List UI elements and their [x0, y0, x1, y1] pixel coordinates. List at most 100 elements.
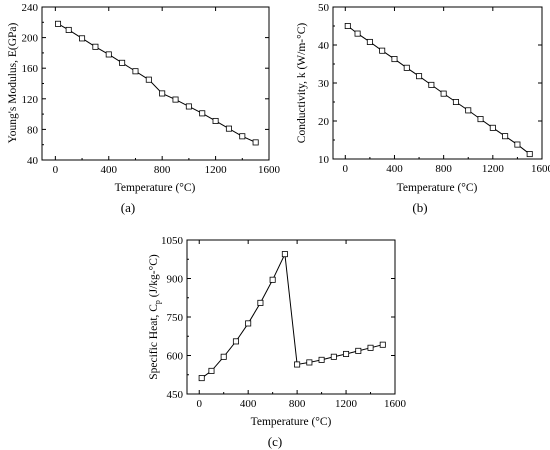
series-line	[201, 252, 383, 379]
panel-label: (b)	[412, 200, 427, 215]
series-line	[347, 25, 531, 155]
plot-frame	[332, 6, 543, 160]
data-point	[428, 81, 435, 88]
plot-frame	[186, 239, 396, 395]
x-tick-label: 1600	[531, 163, 550, 175]
y-tick-label: 1050	[161, 235, 184, 247]
data-point	[391, 56, 398, 63]
chart-panel-b: 0 400 800 1200 1600 10 20 30 40 50 Temperature (°…	[296, 2, 550, 215]
series	[198, 251, 386, 382]
data-point	[225, 125, 232, 132]
x-tick-label: 0	[343, 163, 349, 175]
data-point	[199, 110, 206, 117]
data-point	[452, 99, 459, 106]
data-point	[92, 43, 99, 50]
data-point	[245, 320, 252, 327]
panel-label: (c)	[268, 434, 282, 449]
data-point	[526, 151, 533, 158]
y-axis-label: Specific Heat, Cp (J/kg-°C)	[148, 254, 162, 380]
x-axis-label: Temperature (°C)	[115, 182, 196, 194]
data-point	[489, 124, 496, 131]
x-axis-label: Temperature (°C)	[251, 416, 332, 428]
data-point	[366, 38, 373, 45]
y-tick-label: 30	[318, 78, 330, 90]
data-point	[208, 367, 215, 374]
y-tick-label: 50	[318, 2, 330, 14]
data-point	[343, 350, 350, 357]
data-point	[79, 35, 86, 42]
data-point	[119, 59, 126, 66]
data-point	[185, 103, 192, 110]
x-tick-label: 1200	[205, 164, 228, 176]
data-point	[477, 116, 484, 123]
data-point	[239, 133, 246, 140]
data-point	[232, 338, 239, 345]
y-tick-label: 900	[167, 274, 184, 286]
x-tick-label: 800	[435, 163, 452, 175]
x-tick-label: 0	[196, 398, 202, 410]
data-point	[440, 90, 447, 97]
data-point	[306, 359, 313, 366]
x-axis-label: Temperature (°C)	[397, 182, 478, 194]
data-point	[65, 26, 72, 33]
y-tick-label: 240	[22, 2, 39, 14]
data-point	[416, 73, 423, 80]
x-tick-label: 0	[53, 164, 59, 176]
data-point	[269, 276, 276, 283]
chart-panel-a: 0 400 800 1200 1600 40 80 120 160 200 240 Temperat…	[7, 2, 281, 215]
y-tick-label: 600	[167, 351, 184, 363]
ticks: 0 400 800 1200 1600 40 80 120 160 200 240	[22, 2, 281, 176]
y-axis-label: Conductivity, k (W/m-°C)	[296, 23, 308, 144]
data-point	[318, 356, 325, 363]
ticks: 0 400 800 1200 1600 10 20 30 40 50	[318, 2, 550, 175]
y-tick-label: 40	[27, 155, 39, 167]
data-point	[105, 51, 112, 58]
data-point	[502, 133, 509, 140]
x-tick-label: 400	[386, 163, 403, 175]
chart-panel-c: 0 400 800 1200 1600 450 600 750 900 1050 Temperat…	[148, 235, 407, 449]
y-tick-label: 20	[318, 116, 330, 128]
data-point	[257, 299, 264, 306]
data-point	[220, 353, 227, 360]
x-tick-label: 800	[289, 398, 306, 410]
x-tick-label: 1200	[335, 398, 358, 410]
data-point	[159, 90, 166, 97]
y-tick-label: 750	[167, 312, 184, 324]
series	[55, 20, 259, 146]
data-point	[379, 47, 386, 54]
data-point	[355, 347, 362, 354]
x-tick-label: 1600	[258, 164, 281, 176]
data-point	[55, 20, 62, 27]
series	[344, 22, 533, 158]
data-point	[281, 251, 288, 258]
data-point	[465, 107, 472, 114]
y-tick-label: 10	[318, 154, 330, 166]
data-point	[145, 76, 152, 83]
y-tick-label: 120	[22, 94, 39, 106]
plot-frame	[41, 6, 270, 161]
data-point	[172, 96, 179, 103]
data-point	[198, 375, 205, 382]
series-line	[57, 23, 256, 143]
y-tick-label: 40	[318, 40, 330, 52]
y-tick-label: 160	[22, 63, 39, 75]
data-point	[367, 344, 374, 351]
panel-label: (a)	[121, 200, 135, 215]
y-axis-label-subscript: p	[153, 300, 162, 304]
y-tick-label: 450	[167, 389, 184, 401]
x-tick-label: 800	[154, 164, 171, 176]
data-point	[403, 64, 410, 71]
y-axis-label-unit: (J/kg-°C)	[148, 254, 160, 300]
data-point	[379, 341, 386, 348]
data-point	[344, 22, 351, 29]
data-point	[514, 141, 521, 148]
data-point	[212, 117, 219, 124]
x-tick-label: 400	[240, 398, 257, 410]
y-axis-label-main: Specific Heat, C	[148, 304, 160, 380]
ticks: 0 400 800 1200 1600 450 600 750 900 1050	[161, 235, 407, 410]
data-point	[132, 68, 139, 75]
x-tick-label: 1600	[384, 398, 407, 410]
x-tick-label: 1200	[482, 163, 505, 175]
data-point	[354, 30, 361, 37]
y-tick-label: 80	[27, 124, 39, 136]
